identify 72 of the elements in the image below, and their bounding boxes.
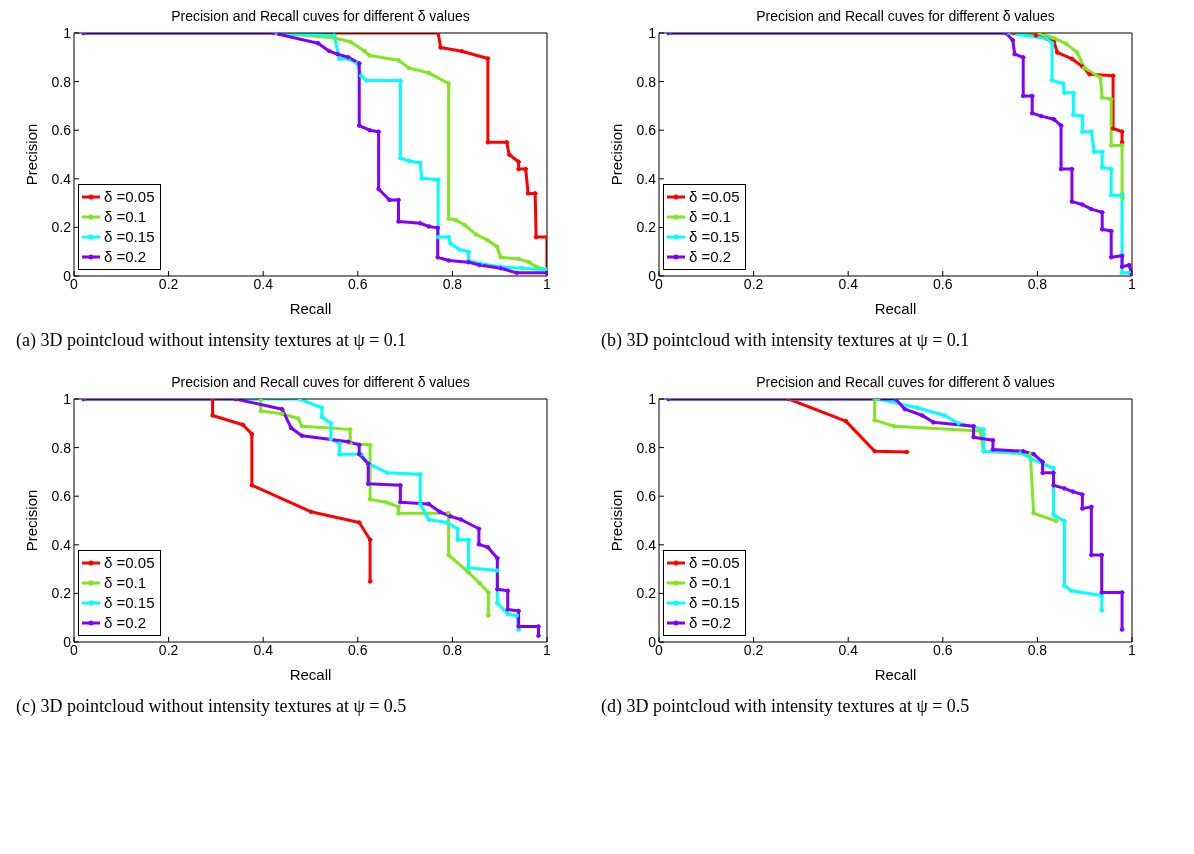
chart-title: Precision and Recall cuves for different δ values — [755, 8, 1056, 26]
legend-label: δ =0.2 — [689, 247, 732, 267]
y-tick-label: 0.8 — [51, 73, 72, 90]
legend-label: δ =0.15 — [104, 227, 155, 247]
y-tick-label: 0.6 — [636, 488, 657, 505]
y-tick-label: 0.4 — [636, 536, 657, 553]
x-tick-label: 0.4 — [838, 275, 859, 292]
y-tick-label: 0.6 — [636, 122, 657, 139]
x-tick-label: 0.2 — [158, 641, 179, 658]
x-tick-label: 1 — [1128, 641, 1137, 658]
x-axis-title: Recall — [874, 300, 917, 317]
y-tick-label: 0.4 — [51, 170, 72, 187]
x-tick-label: 0.6 — [933, 641, 953, 658]
legend-label: δ =0.15 — [689, 227, 740, 247]
text: (d) 3D pointcloud with intensity textures at ψ = 0.5 — [600, 695, 971, 718]
text: (b) 3D pointcloud with intensity textures at ψ = 0.1 — [600, 329, 971, 352]
chart-title: Precision and Recall cuves for different δ values — [755, 374, 1056, 392]
y-tick-label: 0.2 — [51, 219, 72, 236]
x-tick-label: 0.8 — [1027, 641, 1048, 658]
y-tick-label: 1 — [63, 24, 72, 41]
y-axis-title: Precision — [23, 123, 41, 186]
x-tick-label: 0.2 — [158, 275, 179, 292]
text: (a) 3D pointcloud without intensity textures at ψ = 0.1 — [15, 329, 408, 352]
y-tick-label: 0.6 — [51, 122, 72, 139]
x-axis-title: Recall — [289, 300, 332, 317]
x-tick-label: 0.8 — [442, 641, 463, 658]
y-tick-label: 0.2 — [636, 219, 657, 236]
y-axis-title: Precision — [608, 489, 626, 552]
y-tick-label: 1 — [63, 390, 72, 407]
x-tick-label: 0.8 — [1027, 275, 1048, 292]
x-tick-label: 0.2 — [743, 641, 764, 658]
legend-label: δ =0.05 — [689, 187, 740, 207]
x-tick-label: 0.6 — [348, 641, 368, 658]
legend-label: δ =0.05 — [104, 553, 155, 573]
x-axis-title: Recall — [874, 666, 917, 683]
x-tick-label: 1 — [543, 275, 552, 292]
legend-label: δ =0.15 — [689, 593, 740, 613]
legend-label: δ =0.1 — [104, 573, 147, 593]
y-tick-label: 0.2 — [636, 585, 657, 602]
y-tick-label: 0.8 — [51, 439, 72, 456]
y-axis-title: Precision — [608, 123, 626, 186]
text: (c) 3D pointcloud without intensity textures at ψ = 0.5 — [15, 695, 408, 718]
legend-label: δ =0.05 — [104, 187, 155, 207]
legend-label: δ =0.1 — [689, 207, 732, 227]
x-tick-label: 0.8 — [442, 275, 463, 292]
y-tick-label: 0.8 — [636, 73, 657, 90]
y-tick-label: 0.8 — [636, 439, 657, 456]
x-tick-label: 0.6 — [933, 275, 953, 292]
chart-title: Precision and Recall cuves for different δ values — [170, 8, 471, 26]
x-axis-title: Recall — [289, 666, 332, 683]
y-tick-label: 0.4 — [636, 170, 657, 187]
y-axis-title: Precision — [23, 489, 41, 552]
x-tick-label: 1 — [1128, 275, 1137, 292]
x-tick-label: 0.4 — [253, 641, 274, 658]
y-tick-label: 1 — [648, 24, 657, 41]
y-tick-label: 1 — [648, 390, 657, 407]
y-tick-label: 0.6 — [51, 488, 72, 505]
legend-label: δ =0.05 — [689, 553, 740, 573]
y-tick-label: 0.4 — [51, 536, 72, 553]
x-tick-label: 0.4 — [838, 641, 859, 658]
x-tick-label: 1 — [543, 641, 552, 658]
legend-label: δ =0.1 — [689, 573, 732, 593]
chart-title: Precision and Recall cuves for different δ values — [170, 374, 471, 392]
legend-label: δ =0.2 — [104, 247, 147, 267]
x-tick-label: 0.6 — [348, 275, 368, 292]
legend-label: δ =0.2 — [689, 613, 732, 633]
x-tick-label: 0.4 — [253, 275, 274, 292]
legend-label: δ =0.1 — [104, 207, 147, 227]
legend-label: δ =0.15 — [104, 593, 155, 613]
y-tick-label: 0.2 — [51, 585, 72, 602]
legend-label: δ =0.2 — [104, 613, 147, 633]
x-tick-label: 0.2 — [743, 275, 764, 292]
